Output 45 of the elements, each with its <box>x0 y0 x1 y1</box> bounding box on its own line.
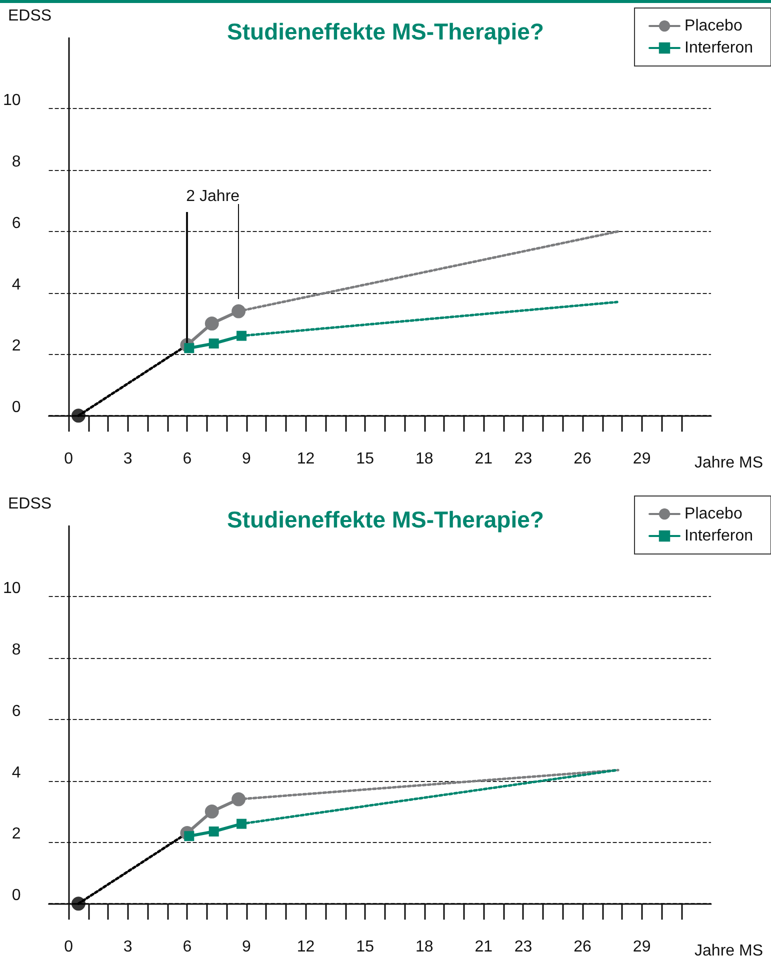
y-tick-label: 6 <box>12 214 21 232</box>
y-tick-label: 2 <box>12 826 21 843</box>
y-tick-label: 4 <box>12 764 21 782</box>
x-axis-title: Jahre MS <box>694 942 763 960</box>
x-tick-label: 12 <box>296 450 315 468</box>
x-tick-label: 0 <box>64 938 74 956</box>
x-tick-label: 3 <box>123 450 132 468</box>
x-tick-label: 18 <box>415 938 434 956</box>
y-tick-label: 0 <box>12 887 21 904</box>
x-tick-label: 12 <box>296 938 315 956</box>
x-tick-label: 9 <box>242 938 252 956</box>
y-tick-label: 4 <box>12 276 21 294</box>
legend-label: Placebo <box>684 506 742 522</box>
legend-label: Interferon <box>684 40 753 56</box>
y-tick-label: 10 <box>3 580 21 598</box>
x-tick-label: 3 <box>123 938 132 956</box>
x-tick-label: 0 <box>64 450 74 468</box>
x-tick-label: 6 <box>182 450 192 468</box>
y-tick-label: 8 <box>12 642 21 659</box>
legend-label: Interferon <box>684 528 753 544</box>
x-tick-label: 18 <box>415 450 434 468</box>
chart-title: Studieneffekte MS-Therapie? <box>227 506 544 532</box>
x-tick-label: 21 <box>474 938 493 956</box>
x-tick-label: 15 <box>356 938 374 956</box>
y-tick-label: 0 <box>12 399 21 416</box>
y-axis-title: EDSS <box>8 8 52 24</box>
y-axis-title: EDSS <box>8 496 52 512</box>
x-tick-label: 6 <box>182 938 192 956</box>
x-tick-label: 26 <box>574 450 592 468</box>
y-tick-label: 2 <box>12 338 21 355</box>
x-tick-label: 15 <box>356 450 374 468</box>
x-tick-label: 23 <box>514 450 532 468</box>
x-tick-label: 23 <box>514 938 532 956</box>
y-tick-label: 6 <box>12 702 21 720</box>
y-tick-label: 8 <box>12 154 21 171</box>
x-axis-title: Jahre MS <box>694 454 763 472</box>
x-tick-label: 9 <box>242 450 252 468</box>
x-tick-label: 26 <box>574 938 592 956</box>
x-tick-label: 29 <box>632 450 651 468</box>
chart-title: Studieneffekte MS-Therapie? <box>227 18 544 44</box>
y-tick-label: 10 <box>3 92 21 110</box>
annotation: 2 Jahre <box>186 188 240 205</box>
x-tick-label: 21 <box>474 450 493 468</box>
legend-label: Placebo <box>684 18 742 34</box>
x-tick-label: 29 <box>632 938 651 956</box>
